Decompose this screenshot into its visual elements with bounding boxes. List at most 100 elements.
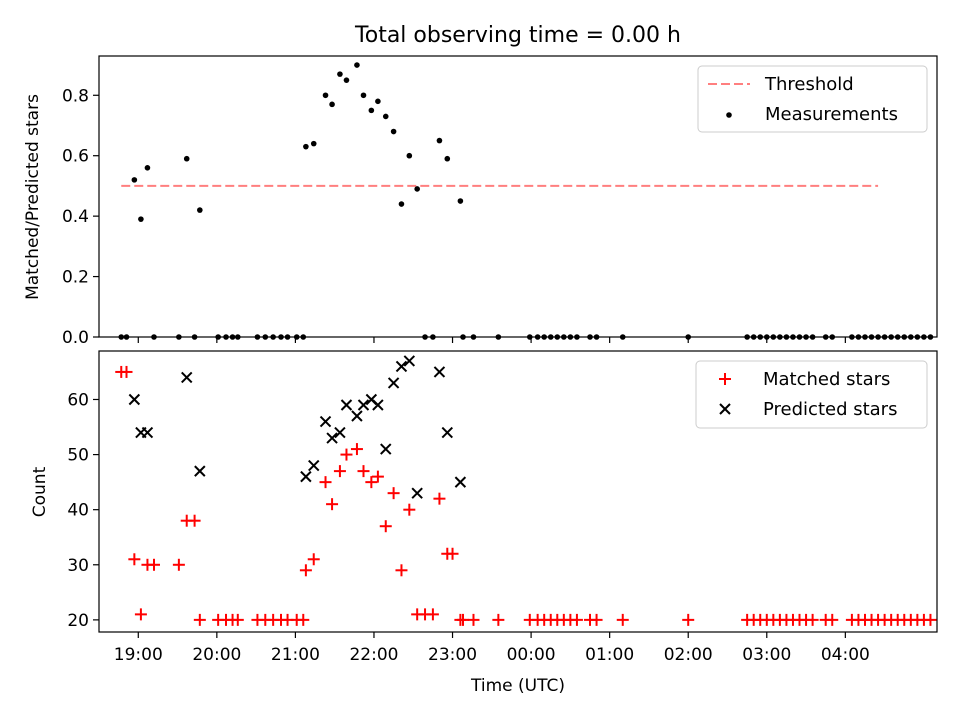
bottom-x-axis-label: Time (UTC) <box>470 676 565 696</box>
matched-stars-point <box>570 613 583 626</box>
matched-stars-point <box>457 613 470 626</box>
measurement-point <box>406 152 413 159</box>
top-y-tick-label: 0.4 <box>62 207 89 227</box>
measurement-point <box>398 201 405 207</box>
measurement-point <box>197 207 203 213</box>
matched-stars-point <box>357 465 370 478</box>
measurement-point <box>444 155 451 162</box>
matched-stars-point <box>395 564 408 577</box>
predicted-stars-point <box>351 410 363 422</box>
x-tick-label: 21:00 <box>271 645 320 665</box>
predicted-stars-point <box>300 470 312 483</box>
matched-stars-point <box>924 613 937 626</box>
top-plot-frame <box>98 55 938 338</box>
measurement-point <box>414 186 420 192</box>
measurement-point <box>390 128 397 135</box>
predicted-legend-swatch <box>719 403 731 415</box>
measurement-point <box>354 62 360 68</box>
top-y-tick-label: 0.6 <box>62 147 89 167</box>
predicted-stars-point <box>387 377 400 389</box>
matched-stars-point <box>147 558 160 571</box>
measurement-point <box>368 107 375 114</box>
x-tick-label: 01:00 <box>585 645 634 665</box>
bottom-y-tick-label: 30 <box>67 556 89 576</box>
x-tick-label: 00:00 <box>507 645 556 665</box>
matched-stars-point <box>134 608 147 621</box>
top-y-tick-label: 0.2 <box>62 268 89 288</box>
predicted-stars-point <box>433 366 446 378</box>
predicted-stars-point <box>194 465 206 477</box>
measurement-point <box>457 198 464 204</box>
matched-stars-point <box>172 558 185 571</box>
predicted-stars-point <box>441 426 454 439</box>
matched-stars-point <box>193 613 206 626</box>
matched-stars-point <box>379 520 392 533</box>
count-points-layer <box>115 355 937 626</box>
top-y-tick-label: 0.0 <box>62 328 89 348</box>
predicted-stars-point <box>128 393 141 406</box>
matched-stars-point <box>340 448 353 461</box>
matched-stars-point <box>387 487 400 500</box>
x-tick-label: 20:00 <box>192 645 241 665</box>
predicted-stars-point <box>340 399 353 411</box>
matched-legend-label: Matched stars <box>763 369 890 390</box>
predicted-legend-label: Predicted stars <box>763 399 897 420</box>
bottom-x-axis: 19:00 20:00 21:00 22:00 23:00 00:00 01:00 02:00… <box>114 632 870 665</box>
measurement-point <box>303 143 309 150</box>
matched-stars-point <box>467 613 480 626</box>
measurement-point <box>375 98 381 105</box>
matched-stars-point <box>307 553 320 566</box>
predicted-stars-point <box>334 426 346 439</box>
x-tick-label: 22:00 <box>349 645 398 665</box>
matched-stars-point <box>371 470 384 483</box>
matched-stars-point <box>188 514 201 527</box>
predicted-stars-point <box>319 415 332 428</box>
matched-stars-point <box>350 443 363 456</box>
matched-stars-point <box>319 476 332 489</box>
matched-stars-point <box>365 476 378 489</box>
matched-stars-point <box>682 613 695 626</box>
top-panel: Total observing time = 0.00 h Matched/Pr… <box>23 23 938 348</box>
top-y-axis: 0.0 0.2 0.4 0.6 0.8 <box>62 86 99 348</box>
measurement-point <box>144 164 151 171</box>
measurement-point <box>329 101 335 108</box>
predicted-stars-point <box>395 360 408 373</box>
measurement-point <box>382 113 389 120</box>
bottom-y-tick-label: 40 <box>67 501 89 521</box>
x-tick-label: 04:00 <box>821 645 870 665</box>
bottom-y-tick-label: 20 <box>67 611 89 631</box>
bottom-y-tick-label: 50 <box>67 446 89 466</box>
bottom-y-axis: 20 30 40 50 60 <box>67 390 99 631</box>
measurement-point <box>360 92 367 99</box>
measurement-point <box>131 177 138 183</box>
matched-stars-point <box>326 498 339 511</box>
bottom-panel: Count Time (UTC) 20 30 40 50 60 19:00 20:00 21… <box>30 350 938 696</box>
bottom-legend: Matched stars Predicted stars <box>695 360 928 429</box>
matched-stars-point <box>826 613 839 626</box>
top-y-axis-label: Matched/Predicted stars <box>23 94 43 300</box>
x-tick-label: 03:00 <box>742 645 791 665</box>
measurement-point <box>337 71 343 77</box>
matched-stars-point <box>333 465 346 478</box>
matched-stars-point <box>231 613 244 626</box>
predicted-stars-point <box>372 399 384 411</box>
matched-stars-point <box>297 613 310 626</box>
predicted-stars-point <box>403 355 416 367</box>
x-tick-label: 02:00 <box>664 645 713 665</box>
measurement-point <box>343 77 350 83</box>
matched-stars-point <box>120 365 133 378</box>
predicted-stars-point <box>181 371 193 384</box>
top-legend-box <box>697 65 928 133</box>
measurements-legend-swatch <box>726 112 732 118</box>
matched-stars-point <box>433 492 446 505</box>
measurement-point <box>183 155 190 162</box>
matched-stars-point <box>492 613 505 626</box>
predicted-stars-point <box>308 459 320 472</box>
predicted-stars-point <box>454 476 467 488</box>
chart-title: Total observing time = 0.00 h <box>354 23 681 48</box>
threshold-legend-label: Threshold <box>764 74 854 95</box>
top-legend: Threshold Measurements <box>697 65 928 133</box>
matched-stars-point <box>446 547 459 560</box>
measurement-point <box>322 92 329 99</box>
